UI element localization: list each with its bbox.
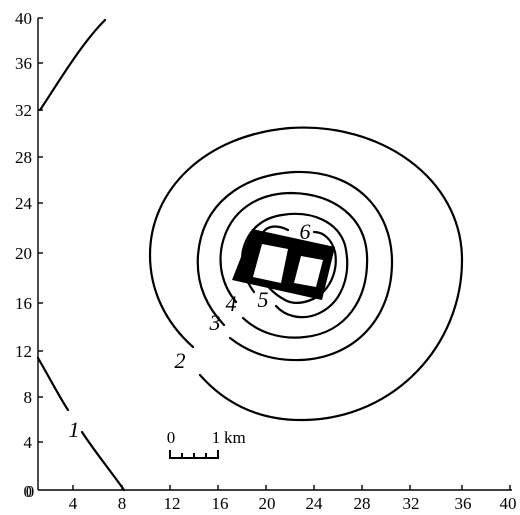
building-window-right	[294, 256, 323, 287]
scale-bar-unit-label: km	[224, 428, 246, 447]
y-tick-label: 4	[24, 433, 33, 452]
contour-label-6: 6	[300, 219, 311, 244]
contour-line-1-upper	[38, 18, 107, 112]
contour-label-4: 4	[226, 291, 237, 316]
x-tick-marks	[72, 485, 511, 490]
contour-label-3: 3	[209, 310, 221, 335]
scale-bar-zero-label: 0	[167, 428, 176, 447]
x-tick-label: 20	[259, 494, 276, 513]
contour-line-3	[196, 170, 394, 362]
contour-line-2	[148, 126, 464, 422]
scale-bar-end-label: 1	[212, 428, 221, 447]
x-tick-label: 40	[500, 494, 517, 513]
x-tick-label: 28	[354, 494, 371, 513]
y-tick-label: 12	[15, 342, 32, 361]
x-tick-label: 0	[26, 482, 35, 501]
contour-label-1: 1	[69, 417, 80, 442]
building-window-left	[253, 244, 288, 283]
y-tick-label: 8	[24, 388, 33, 407]
y-tick-label: 20	[15, 244, 32, 263]
x-tick-label: 36	[455, 494, 472, 513]
contour-line-1-lower	[36, 356, 126, 492]
x-tick-label: 12	[164, 494, 181, 513]
contour-label-5: 5	[258, 287, 269, 312]
y-tick-label: 28	[15, 148, 32, 167]
y-tick-label: 36	[15, 54, 32, 73]
x-tick-label: 8	[118, 494, 127, 513]
contour-line-5	[241, 212, 349, 319]
x-tick-label: 4	[69, 494, 78, 513]
y-tick-label: 40	[15, 9, 32, 28]
contour-label-2: 2	[175, 348, 186, 373]
y-tick-label: 24	[15, 194, 33, 213]
y-tick-label-origin: 0	[24, 482, 33, 501]
x-tick-label: 32	[403, 494, 420, 513]
y-tick-label: 16	[15, 294, 32, 313]
x-tick-label: 16	[212, 494, 229, 513]
y-tick-marks	[38, 17, 43, 443]
scale-bar	[169, 450, 219, 459]
contour-line-4	[219, 191, 369, 339]
x-tick-label: 24	[306, 494, 324, 513]
y-tick-label: 32	[15, 101, 32, 120]
building-outline	[232, 229, 335, 300]
